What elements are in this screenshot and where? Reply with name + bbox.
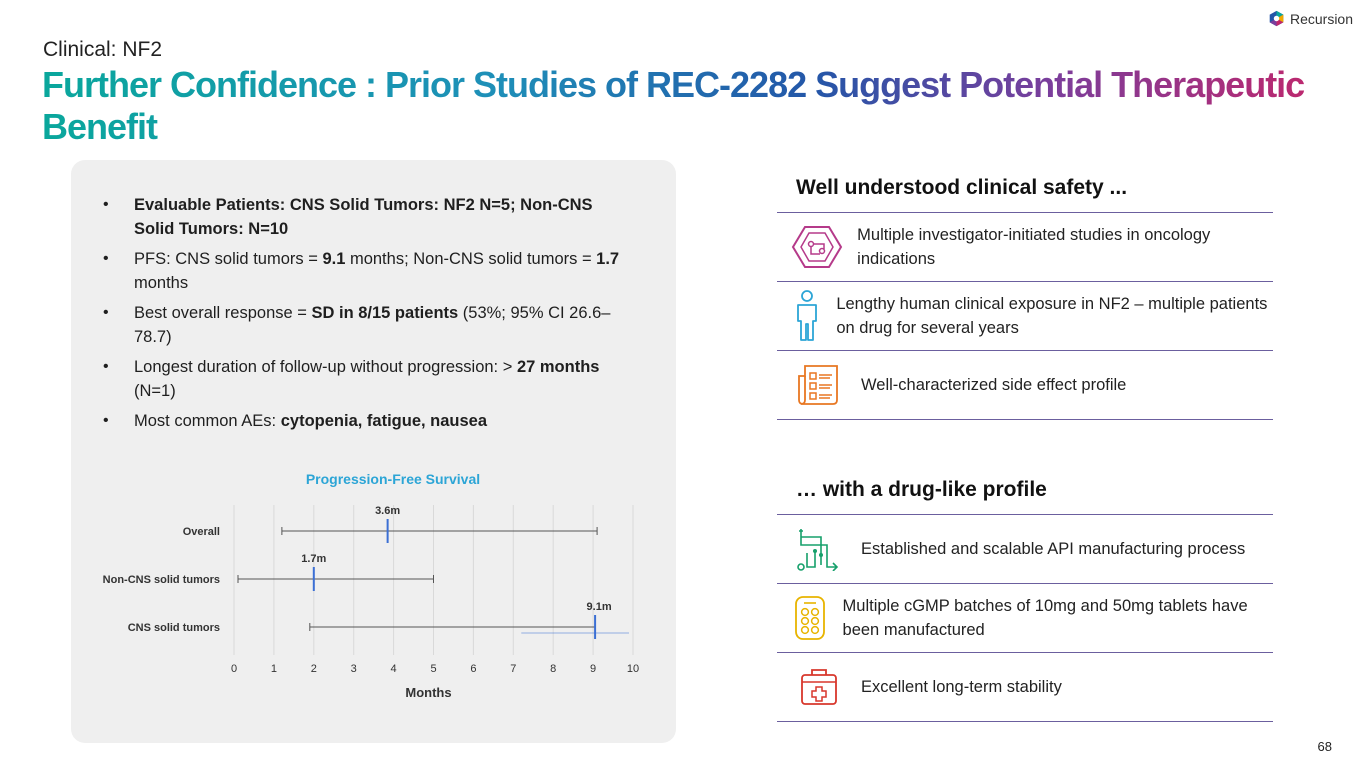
bullet-text: PFS: CNS solid tumors = xyxy=(134,250,323,268)
x-tick-label: 5 xyxy=(430,663,436,675)
bullet-text: months; Non-CNS solid tumors = xyxy=(345,250,597,268)
row-label: Overall xyxy=(183,526,220,538)
median-value-label: 9.1m xyxy=(587,601,612,613)
x-tick-label: 2 xyxy=(311,663,317,675)
safety-item-text: Well-characterized side effect profile xyxy=(861,376,1127,394)
bullet-text: 9.1 xyxy=(322,250,346,268)
bullet-item: Longest duration of follow-up without pr… xyxy=(103,355,633,403)
bullet-text: SD in 8/15 patients xyxy=(311,304,459,322)
x-tick-label: 1 xyxy=(271,663,277,675)
medkit-icon xyxy=(777,667,861,707)
page-number: 68 xyxy=(1317,739,1332,754)
bullet-text: Longest duration of follow-up without pr… xyxy=(134,358,517,376)
bullet-text: Evaluable Patients: CNS Solid Tumors: NF… xyxy=(134,196,593,238)
median-value-label: 1.7m xyxy=(301,553,326,565)
x-tick-label: 8 xyxy=(550,663,556,675)
druglike-item-text: Multiple cGMP batches of 10mg and 50mg t… xyxy=(842,597,1248,639)
page-title: Further Confidence : Prior Studies of RE… xyxy=(42,64,1332,148)
druglike-item: Established and scalable API manufacturi… xyxy=(777,515,1273,584)
safety-item-text: Lengthy human clinical exposure in NF2 –… xyxy=(836,295,1268,337)
network-icon xyxy=(777,224,857,270)
median-value-label: 3.6m xyxy=(375,505,400,517)
pill-pack-icon xyxy=(777,595,843,641)
druglike-item-text: Excellent long-term stability xyxy=(861,678,1062,696)
safety-section-title: Well understood clinical safety ... xyxy=(796,176,1128,199)
bullet-text: Best overall response = xyxy=(134,304,312,322)
x-tick-label: 0 xyxy=(231,663,237,675)
druglike-section-title: … with a drug-like profile xyxy=(796,478,1047,501)
person-icon xyxy=(777,290,836,342)
divider xyxy=(777,212,1273,213)
safety-item: Multiple investigator-initiated studies … xyxy=(777,213,1273,282)
druglike-item-text: Established and scalable API manufacturi… xyxy=(861,540,1246,558)
brand-name: Recursion xyxy=(1289,10,1353,27)
process-icon xyxy=(777,527,861,571)
bullet-text: 27 months xyxy=(516,358,600,376)
chart-title: Progression-Free Survival xyxy=(305,471,481,487)
safety-list: Multiple investigator-initiated studies … xyxy=(777,212,1273,420)
druglike-list: Established and scalable API manufacturi… xyxy=(777,514,1273,722)
pfs-forest-chart: 0 1 2 3 4 5 6 7 8 9 10 Months Overall 3.6m Non-CNS sol… xyxy=(103,505,639,700)
bullet-item: Most common AEs: cytopenia, fatigue, nau… xyxy=(103,409,633,433)
bullet-item: Evaluable Patients: CNS Solid Tumors: NF… xyxy=(103,193,633,241)
recursion-logo: Recursion xyxy=(1268,10,1353,27)
druglike-item: Multiple cGMP batches of 10mg and 50mg t… xyxy=(777,584,1273,653)
row-label: Non-CNS solid tumors xyxy=(103,574,220,586)
druglike-item: Excellent long-term stability xyxy=(777,653,1273,722)
bullet-text: 1.7 xyxy=(596,250,620,268)
recursion-logo-icon xyxy=(1269,10,1284,27)
bullet-text: months xyxy=(134,274,189,292)
checklist-icon xyxy=(777,364,861,406)
x-tick-label: 7 xyxy=(510,663,516,675)
bullet-item: PFS: CNS solid tumors = 9.1 months; Non-… xyxy=(103,247,633,295)
bullet-item: Best overall response = SD in 8/15 patie… xyxy=(103,301,633,349)
bullet-text: (N=1) xyxy=(134,382,176,400)
divider xyxy=(777,514,1273,515)
x-axis-label: Months xyxy=(405,685,451,700)
bullet-text: cytopenia, fatigue, nausea xyxy=(280,412,488,430)
safety-item: Lengthy human clinical exposure in NF2 –… xyxy=(777,282,1273,351)
section-eyebrow: Clinical: NF2 xyxy=(43,38,163,61)
x-tick-label: 4 xyxy=(391,663,397,675)
x-tick-label: 10 xyxy=(627,663,639,675)
x-tick-label: 3 xyxy=(351,663,357,675)
row-label: CNS solid tumors xyxy=(128,622,220,634)
bullet-text: (53%; 95% CI 26.6–78.7) xyxy=(134,304,611,346)
study-bullets: Evaluable Patients: CNS Solid Tumors: NF… xyxy=(103,193,633,439)
safety-item-text: Multiple investigator-initiated studies … xyxy=(857,226,1211,268)
bullet-text: Most common AEs: xyxy=(134,412,281,430)
safety-item: Well-characterized side effect profile xyxy=(777,351,1273,420)
x-tick-label: 6 xyxy=(470,663,476,675)
x-tick-label: 9 xyxy=(590,663,596,675)
